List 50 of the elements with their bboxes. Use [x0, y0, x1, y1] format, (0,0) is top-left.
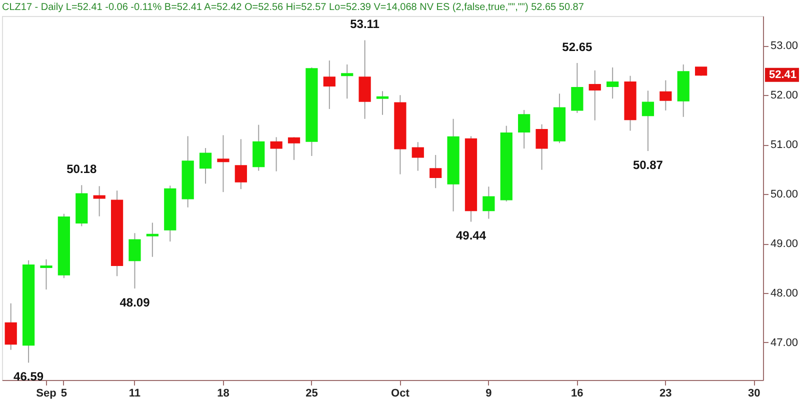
annotation: 53.11: [350, 17, 380, 32]
candlestick: [571, 62, 584, 114]
candlestick: [146, 222, 158, 258]
x-tick-label: Oct: [391, 388, 410, 400]
x-tick-label: 16: [571, 388, 584, 400]
annotation: 49.44: [456, 228, 486, 243]
candlestick: [430, 154, 442, 189]
annotation: 48.09: [120, 296, 150, 310]
candlestick: [288, 136, 300, 160]
candlestick: [341, 64, 354, 100]
x-tick-label: 5: [60, 388, 68, 400]
candlestick: [217, 134, 230, 193]
candlestick: [93, 186, 106, 217]
y-tick-label: 53.00: [770, 40, 798, 52]
candlestick: [128, 232, 141, 290]
annotation: 50.87: [632, 158, 664, 172]
candlestick: [482, 186, 495, 220]
candlestick: [40, 258, 52, 290]
y-tick-label: 47.00: [770, 336, 798, 349]
x-tick-label: 23: [660, 388, 672, 400]
y-tick-label: 50.00: [770, 188, 798, 201]
x-tick-label: 30: [748, 388, 760, 400]
x-tick-label: 9: [486, 388, 492, 400]
candlestick: [588, 70, 601, 121]
x-tick-label: Sep: [36, 388, 57, 400]
y-tick-label: 52.00: [770, 90, 798, 102]
y-tick-label: 48.00: [770, 287, 798, 300]
candlestick: [536, 124, 548, 170]
candlestick: [323, 60, 336, 110]
candlestick: [199, 148, 212, 184]
candlestick: [234, 138, 247, 190]
chart-title: CLZ17 - Daily L=52.41 -0.06 -0.11% B=52.41 A=52.42 O=52.56 Hi=52.57 Lo=52.39 V=14,068 NV ES (2,false,true,"","") 52.65 50.87: [2, 2, 584, 13]
x-tick-label: 25: [306, 388, 318, 400]
text: 52.41: [769, 68, 797, 81]
annotation: 52.65: [562, 40, 593, 54]
candlestick: [412, 142, 424, 172]
x-tick-label: 11: [128, 388, 141, 400]
annotation: 46.59: [14, 370, 44, 384]
x-tick-label: 18: [217, 388, 230, 400]
candlestick: [606, 66, 619, 100]
candlestick: [358, 40, 371, 120]
candlestick: [660, 80, 672, 111]
candlestick: [270, 136, 282, 172]
candlestick: [4, 302, 17, 350]
candlestick: [642, 90, 654, 152]
candlestick: [518, 109, 530, 150]
y-tick-label: 49.00: [770, 238, 798, 250]
annotation: 50.18: [66, 162, 97, 176]
y-tick-label: 51.00: [770, 139, 798, 152]
candlestick: [376, 90, 389, 116]
